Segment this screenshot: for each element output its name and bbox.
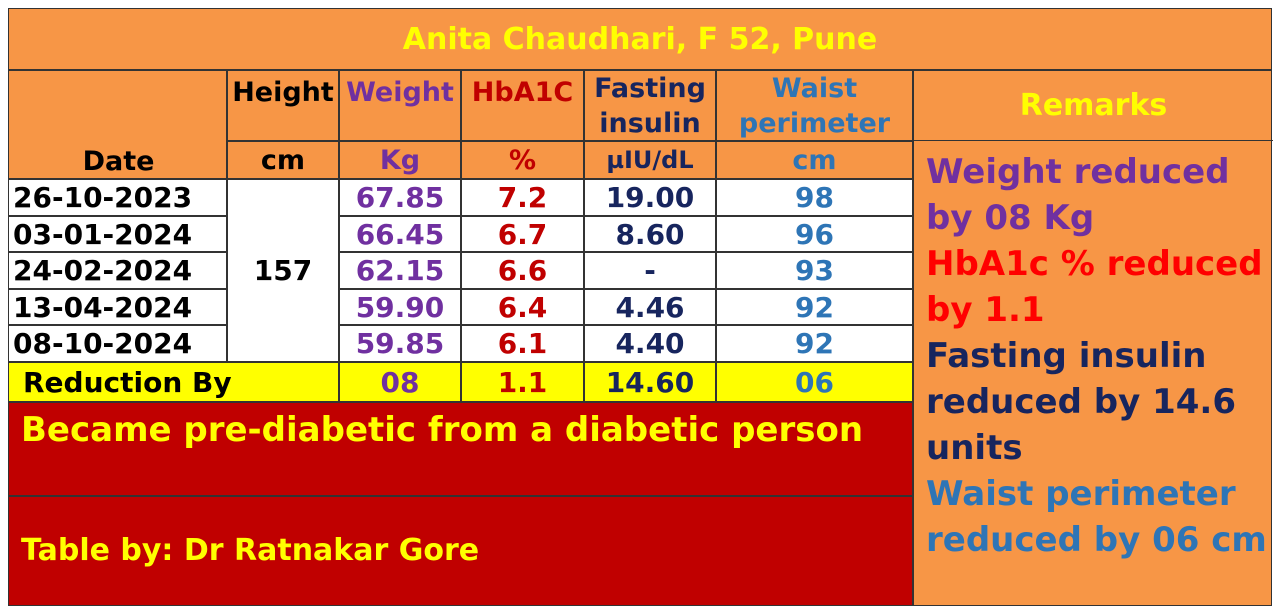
hba1c-header-label: HbA1C [471, 77, 574, 108]
height-value: 157 [253, 254, 313, 287]
fasting-unit: µIU/dL [584, 141, 716, 179]
height-unit: cm [227, 141, 339, 179]
table-row-waist: 96 [716, 216, 913, 252]
fasting-unit-label: µIU/dL [606, 145, 694, 174]
waist-header-label: Waist perimeter [738, 72, 891, 139]
table-row-hba1c: 6.6 [461, 252, 584, 289]
remarks-panel: Remarks Weight reduced by 08 Kg HbA1c % … [913, 70, 1273, 606]
row-fasting: 19.00 [605, 181, 695, 214]
fasting-header-label: Fasting insulin [594, 72, 706, 139]
remark-fasting: Fasting insulin reduced by 14.6 units [926, 336, 1236, 468]
table-row-waist: 98 [716, 179, 913, 216]
hba1c-unit: % [461, 141, 584, 179]
row-date: 08-10-2024 [13, 327, 193, 360]
conclusion-text: Became pre-diabetic from a diabetic pers… [21, 410, 864, 450]
table-row-date: 24-02-2024 [8, 252, 227, 289]
remark-waist: Waist perimeter reduced by 06 cm [926, 474, 1267, 560]
row-date: 26-10-2023 [13, 181, 193, 214]
table-row-date: 13-04-2024 [8, 289, 227, 325]
table-row-date: 03-01-2024 [8, 216, 227, 252]
height-header-label: Height [232, 77, 334, 108]
table-row-waist: 92 [716, 289, 913, 325]
reduction-weight: 08 [339, 362, 461, 402]
table-row-hba1c: 7.2 [461, 179, 584, 216]
waist-unit-label: cm [792, 144, 837, 176]
table-row-waist: 93 [716, 252, 913, 289]
row-waist: 96 [795, 217, 834, 251]
hba1c-unit-label: % [508, 144, 537, 176]
row-hba1c: 6.1 [497, 327, 548, 360]
table-row-hba1c: 6.7 [461, 216, 584, 252]
table-row-weight: 59.90 [339, 289, 461, 325]
table-row-weight: 59.85 [339, 325, 461, 362]
hba1c-header: HbA1C [461, 70, 584, 141]
table-row-fasting: 8.60 [584, 216, 716, 252]
table-row-date: 26-10-2023 [8, 179, 227, 216]
table-row-weight: 67.85 [339, 179, 461, 216]
data-table-body: 157 26-10-2023 67.85 7.2 19.00 98 03-01-… [8, 179, 913, 362]
table-row-fasting: 19.00 [584, 179, 716, 216]
row-hba1c: 6.7 [497, 217, 548, 251]
weight-header: Weight [339, 70, 461, 141]
waist-header: Waist perimeter [716, 70, 913, 141]
remarks-header-label: Remarks [1019, 88, 1168, 123]
title-bar: Anita Chaudhari, F 52, Pune [8, 8, 1272, 70]
reduction-hba1c: 1.1 [461, 362, 584, 402]
row-weight: 66.45 [355, 217, 445, 251]
row-waist: 98 [795, 181, 834, 214]
row-weight: 59.90 [355, 290, 445, 324]
table-row-fasting: 4.40 [584, 325, 716, 362]
reduction-fasting: 14.60 [584, 362, 716, 402]
row-hba1c: 7.2 [497, 181, 548, 214]
row-weight: 67.85 [355, 181, 445, 214]
table-row-waist: 92 [716, 325, 913, 362]
reduction-label: Reduction By [23, 365, 232, 399]
row-fasting: - [644, 254, 656, 287]
table-row-fasting: 4.46 [584, 289, 716, 325]
row-date: 03-01-2024 [13, 217, 193, 251]
credit-text: Table by: Dr Ratnakar Gore [21, 533, 480, 568]
remark-hba1c: HbA1c % reduced by 1.1 [926, 244, 1263, 330]
table-row-hba1c: 6.1 [461, 325, 584, 362]
conclusion-banner: Became pre-diabetic from a diabetic pers… [8, 402, 913, 496]
reduction-hba1c-value: 1.1 [497, 365, 548, 399]
row-waist: 92 [795, 290, 834, 324]
remarks-body: Weight reduced by 08 Kg HbA1c % reduced … [914, 149, 1273, 563]
table-row-hba1c: 6.4 [461, 289, 584, 325]
reduction-fasting-value: 14.60 [605, 365, 695, 399]
row-fasting: 4.40 [615, 327, 685, 360]
table-row-fasting: - [584, 252, 716, 289]
weight-unit-label: Kg [379, 144, 421, 176]
height-header: Height [227, 70, 339, 141]
date-header: Date [82, 145, 155, 177]
remarks-header: Remarks [914, 71, 1273, 141]
row-date: 13-04-2024 [13, 290, 193, 324]
row-waist: 93 [795, 254, 834, 287]
row-date: 24-02-2024 [13, 254, 193, 287]
fasting-header: Fasting insulin [584, 70, 716, 141]
weight-header-label: Weight [346, 77, 454, 108]
table-row-weight: 62.15 [339, 252, 461, 289]
height-value-cell: 157 [227, 179, 339, 362]
row-hba1c: 6.4 [497, 290, 548, 324]
reduction-waist: 06 [716, 362, 913, 402]
row-weight: 59.85 [355, 327, 445, 360]
page-title: Anita Chaudhari, F 52, Pune [402, 21, 878, 57]
table-row-date: 08-10-2024 [8, 325, 227, 362]
weight-unit: Kg [339, 141, 461, 179]
row-fasting: 8.60 [615, 217, 685, 251]
remark-weight: Weight reduced by 08 Kg [926, 152, 1230, 238]
reduction-waist-value: 06 [795, 365, 834, 399]
row-waist: 92 [795, 327, 834, 360]
row-fasting: 4.46 [615, 290, 685, 324]
reduction-label-cell: Reduction By [8, 362, 339, 402]
row-hba1c: 6.6 [497, 254, 548, 287]
row-weight: 62.15 [355, 254, 445, 287]
table-row-weight: 66.45 [339, 216, 461, 252]
header-date-cell: Date [8, 70, 227, 179]
waist-unit: cm [716, 141, 913, 179]
reduction-weight-value: 08 [380, 365, 420, 399]
credit-cell: Table by: Dr Ratnakar Gore [8, 496, 913, 606]
height-unit-label: cm [260, 144, 306, 176]
